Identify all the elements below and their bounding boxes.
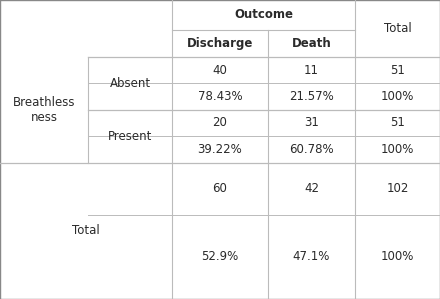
Text: 52.9%: 52.9%: [202, 251, 238, 263]
Text: Absent: Absent: [110, 77, 150, 90]
Text: 51: 51: [390, 63, 405, 77]
Text: 39.22%: 39.22%: [198, 143, 242, 156]
Text: 42: 42: [304, 182, 319, 196]
Text: 100%: 100%: [381, 251, 414, 263]
Text: 20: 20: [213, 117, 227, 129]
Text: Breathless
ness: Breathless ness: [13, 96, 75, 124]
Text: 47.1%: 47.1%: [293, 251, 330, 263]
Text: Present: Present: [108, 130, 152, 143]
Text: 100%: 100%: [381, 90, 414, 103]
Text: Total: Total: [72, 225, 100, 237]
Text: 102: 102: [386, 182, 409, 196]
Text: 60: 60: [213, 182, 227, 196]
Text: 40: 40: [213, 63, 227, 77]
Text: 78.43%: 78.43%: [198, 90, 242, 103]
Text: 100%: 100%: [381, 143, 414, 156]
Text: Death: Death: [292, 37, 331, 50]
Text: Outcome: Outcome: [234, 8, 293, 22]
Text: Total: Total: [384, 22, 411, 35]
Text: 21.57%: 21.57%: [289, 90, 334, 103]
Text: 60.78%: 60.78%: [289, 143, 334, 156]
Text: Discharge: Discharge: [187, 37, 253, 50]
Text: 11: 11: [304, 63, 319, 77]
Text: 31: 31: [304, 117, 319, 129]
Text: 51: 51: [390, 117, 405, 129]
